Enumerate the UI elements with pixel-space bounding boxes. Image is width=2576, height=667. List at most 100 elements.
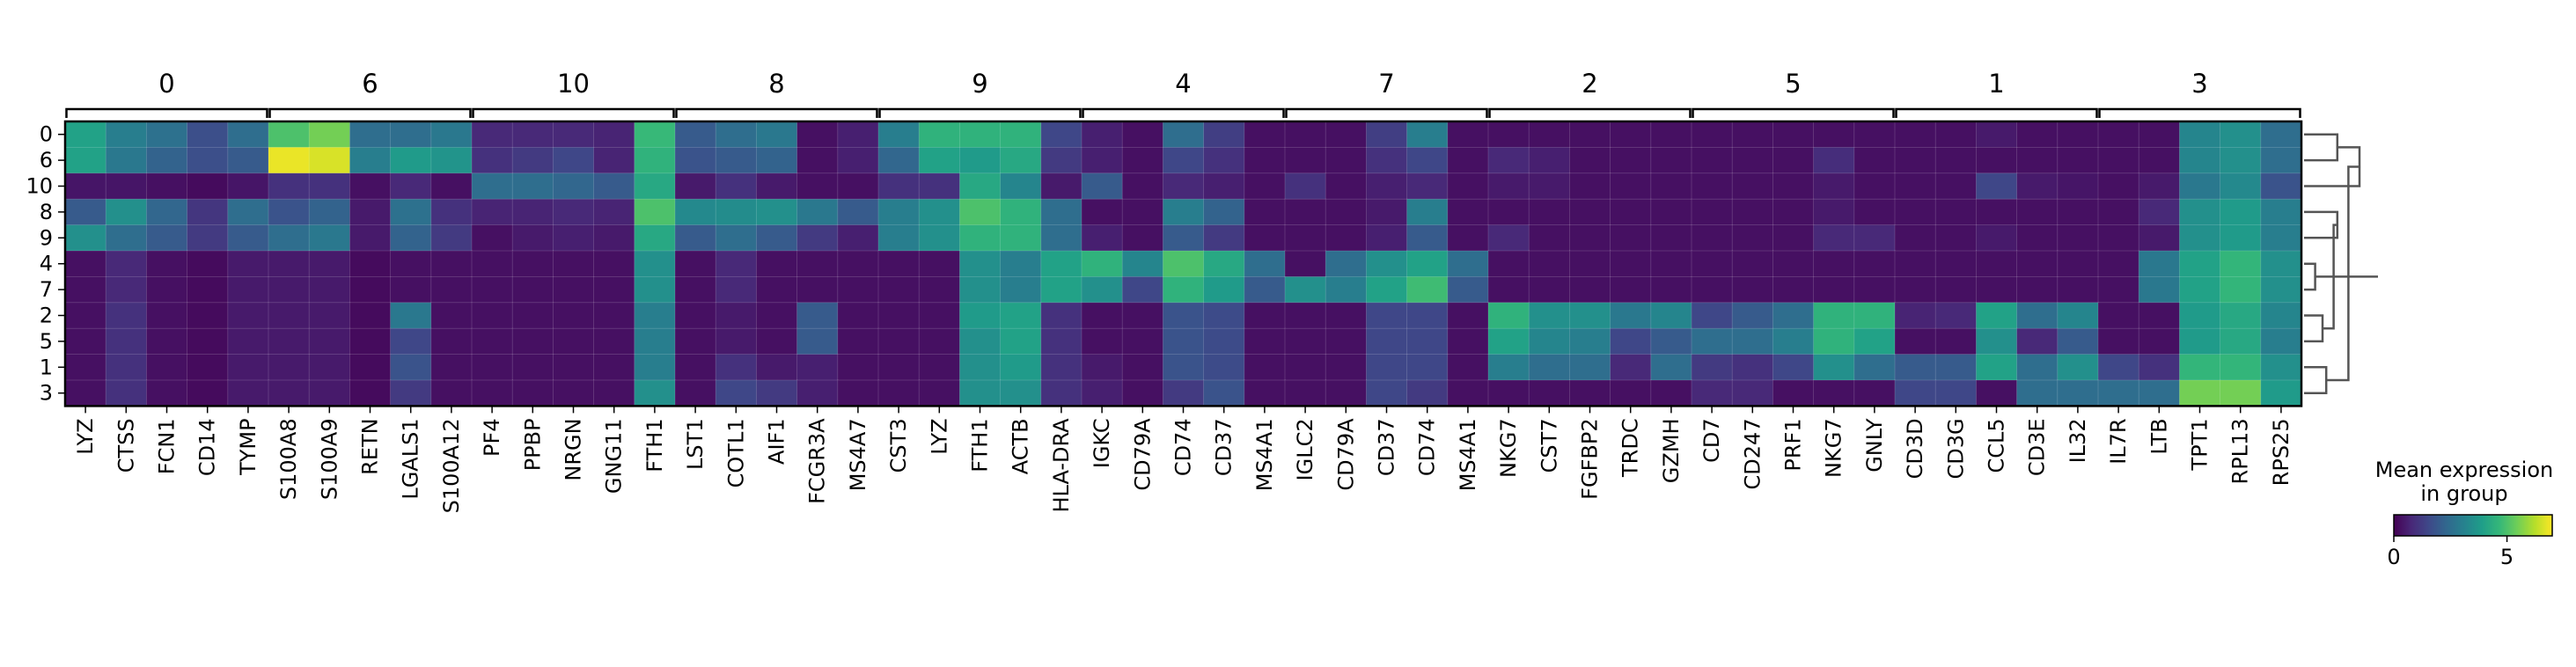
- heatmap-cell: [674, 327, 716, 355]
- heatmap-cell: [918, 146, 961, 174]
- heatmap-cell: [471, 275, 513, 304]
- group-brackets: 0 6 10 8 9 4 7 2 5 1 3: [65, 69, 2301, 118]
- heatmap-cell: [1894, 354, 1936, 381]
- heatmap-cell: [308, 379, 351, 407]
- heatmap-cell: [187, 327, 229, 355]
- colorbar-title-line-2: in group: [2420, 481, 2507, 506]
- heatmap-cell: [1121, 275, 1164, 304]
- row-tick-label: 0: [40, 122, 53, 147]
- dendrogram-link: [2326, 165, 2359, 382]
- heatmap-cell: [1000, 327, 1042, 355]
- heatmap-cell: [1447, 250, 1489, 278]
- heatmap-cell: [1081, 354, 1123, 381]
- heatmap-cell: [1894, 121, 1936, 149]
- heatmap-cell: [1163, 198, 1205, 226]
- heatmap-cell: [1731, 121, 1774, 149]
- group-bracket: [1285, 107, 1488, 118]
- column-tick-label: LST1: [683, 418, 708, 470]
- heatmap-cell: [1569, 302, 1611, 329]
- heatmap-cell: [1813, 250, 1855, 278]
- heatmap-cell: [2260, 224, 2302, 252]
- heatmap-cell: [1528, 224, 1571, 252]
- heatmap-cell: [1975, 198, 2018, 226]
- heatmap-cell: [1772, 354, 1815, 381]
- heatmap-cell: [1000, 172, 1042, 201]
- heatmap-cell: [1610, 198, 1652, 226]
- heatmap-cell: [959, 327, 1002, 355]
- column-tick-label: LTB: [2147, 418, 2171, 454]
- heatmap-cell: [1975, 275, 2018, 304]
- heatmap-cell: [1000, 379, 1042, 407]
- group-label: 9: [972, 69, 987, 99]
- heatmap-cell: [553, 250, 595, 278]
- heatmap-cell: [430, 327, 473, 355]
- heatmap-cell: [268, 379, 310, 407]
- row-tick-label: 9: [40, 225, 53, 250]
- heatmap-cell: [1081, 146, 1123, 174]
- group-label: 7: [1378, 69, 1394, 99]
- heatmap-cell: [1325, 250, 1368, 278]
- column-tick-label: CD37: [1212, 418, 1237, 476]
- heatmap-cell: [1691, 172, 1733, 201]
- heatmap-cell: [349, 302, 392, 329]
- heatmap-cell: [634, 354, 676, 381]
- heatmap-cell: [2097, 302, 2139, 329]
- heatmap-cell: [1569, 354, 1611, 381]
- heatmap-cell: [715, 327, 758, 355]
- heatmap-cell: [1894, 250, 1936, 278]
- heatmap-cell: [64, 172, 106, 201]
- heatmap-cell: [715, 198, 758, 226]
- heatmap-cell: [349, 224, 392, 252]
- heatmap-cell: [2260, 354, 2302, 381]
- column-tick-label: GZMH: [1659, 418, 1684, 483]
- heatmap-cell: [1650, 172, 1692, 201]
- heatmap-cell: [959, 354, 1002, 381]
- heatmap-cell: [1000, 354, 1042, 381]
- heatmap-cell: [1487, 121, 1530, 149]
- column-tick-label: NRGN: [561, 418, 586, 480]
- heatmap-cell: [674, 302, 716, 329]
- heatmap-cell: [1528, 198, 1571, 226]
- heatmap-cell: [1284, 121, 1326, 149]
- heatmap-cell: [1325, 146, 1368, 174]
- heatmap-cell: [2260, 198, 2302, 226]
- heatmap-cell: [390, 172, 432, 201]
- heatmap-cell: [1366, 146, 1408, 174]
- heatmap-cell: [1691, 250, 1733, 278]
- heatmap-cell: [390, 121, 432, 149]
- heatmap-cell: [796, 198, 839, 226]
- heatmap-cell: [1284, 172, 1326, 201]
- heatmap-cell: [1610, 354, 1652, 381]
- heatmap-cell: [511, 146, 554, 174]
- column-tick-label: CTSS: [114, 418, 138, 473]
- heatmap-cell: [1447, 172, 1489, 201]
- heatmap-cell: [145, 275, 188, 304]
- heatmap-cell: [349, 250, 392, 278]
- heatmap-cell: [1691, 224, 1733, 252]
- column-tick-label: NKG7: [1822, 418, 1846, 478]
- heatmap-cell: [64, 224, 106, 252]
- heatmap-cell: [959, 121, 1002, 149]
- heatmap-cell: [877, 198, 920, 226]
- heatmap-cell: [1487, 275, 1530, 304]
- heatmap-cell: [1040, 302, 1083, 329]
- heatmap-cell: [1934, 172, 1978, 201]
- heatmap-cell: [1121, 146, 1164, 174]
- heatmap-cell: [105, 379, 148, 407]
- heatmap-cell: [1691, 121, 1733, 149]
- heatmap-cell: [1894, 198, 1936, 226]
- heatmap-cell: [674, 146, 716, 174]
- heatmap-cell: [837, 172, 879, 201]
- heatmap-cell: [64, 327, 106, 355]
- heatmap-cell: [390, 354, 432, 381]
- heatmap-cell: [1975, 302, 2018, 329]
- heatmap-cell: [1853, 146, 1896, 174]
- heatmap-cell: [1163, 302, 1205, 329]
- heatmap-cell: [837, 379, 879, 407]
- heatmap-cell: [1853, 224, 1896, 252]
- column-tick-label: COTL1: [723, 418, 748, 487]
- heatmap-cell: [1813, 121, 1855, 149]
- heatmap-cell: [1163, 250, 1205, 278]
- heatmap-cell: [2138, 172, 2181, 201]
- heatmap-cell: [187, 250, 229, 278]
